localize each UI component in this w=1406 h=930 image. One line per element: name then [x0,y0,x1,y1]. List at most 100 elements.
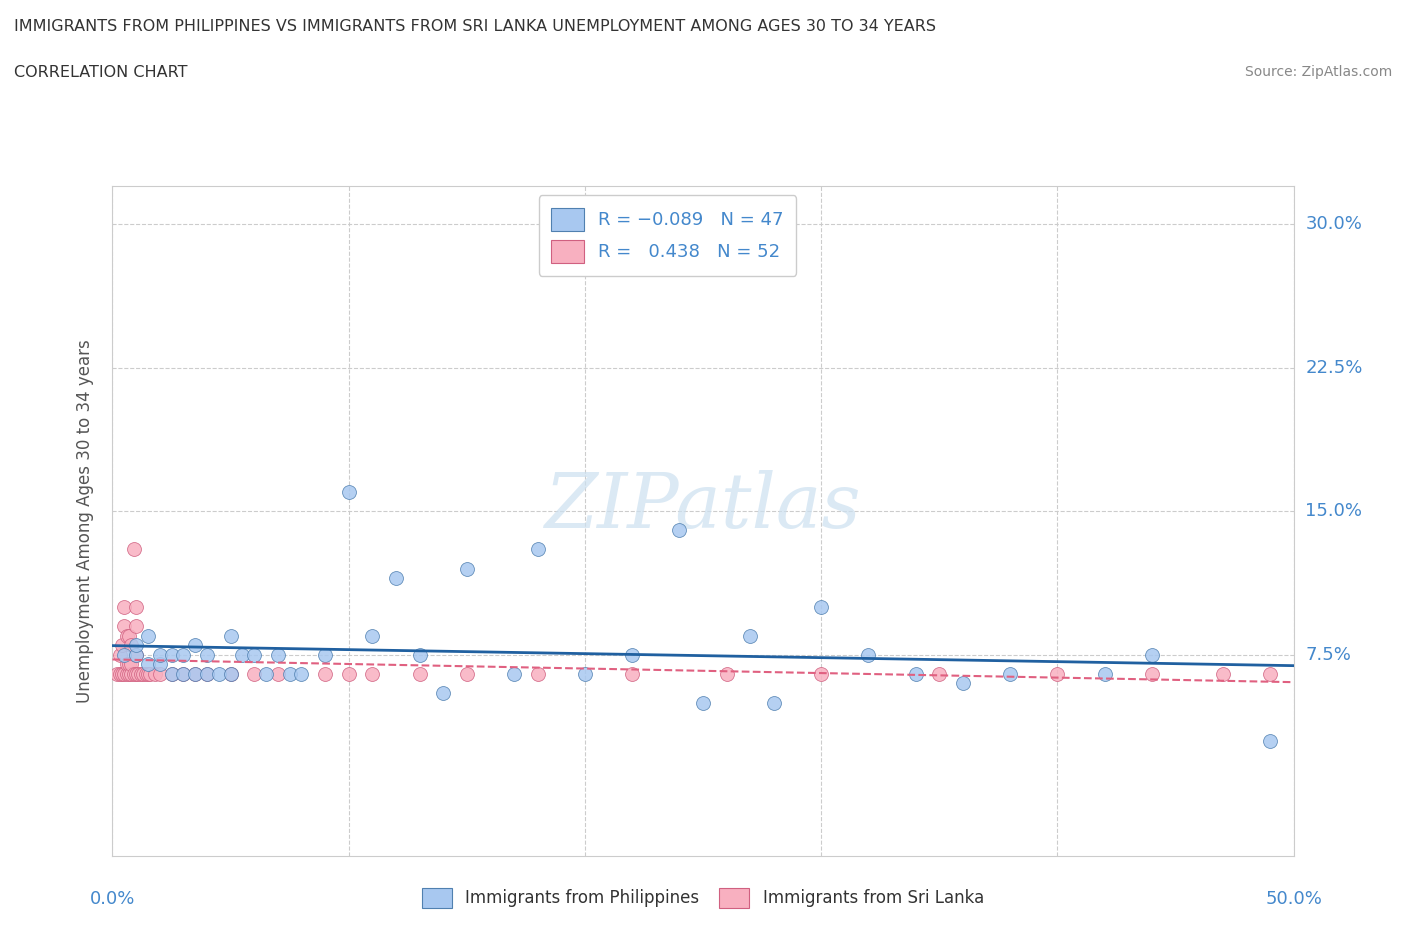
Point [195,667,218,682]
Point [456,667,478,682]
Point [219,628,242,643]
Point [112,618,135,633]
Point [243,647,266,662]
Point [172,667,194,682]
Point [526,542,548,557]
Point [136,657,159,671]
Point [716,667,738,682]
Point [136,667,159,682]
Point [952,676,974,691]
Point [1258,667,1281,682]
Point [361,628,384,643]
Text: 50.0%: 50.0% [1265,890,1322,909]
Point [139,667,162,682]
Point [160,667,183,682]
Point [904,667,927,682]
Point [125,647,148,662]
Point [408,647,430,662]
Point [432,685,454,700]
Point [361,667,384,682]
Point [254,667,277,682]
Point [858,647,880,662]
Text: 30.0%: 30.0% [1305,215,1362,233]
Point [118,628,141,643]
Point [120,638,142,653]
Point [195,647,218,662]
Point [112,647,135,662]
Point [998,667,1021,682]
Point [810,667,832,682]
Point [762,695,785,710]
Point [278,667,301,682]
Point [112,600,135,615]
Point [125,618,148,633]
Point [1212,667,1234,682]
Text: ZIPatlas: ZIPatlas [544,471,862,544]
Point [132,667,155,682]
Point [160,647,183,662]
Point [208,667,231,682]
Point [456,561,478,576]
Point [1258,734,1281,749]
Point [267,647,290,662]
Text: 15.0%: 15.0% [1305,502,1362,520]
Point [108,647,131,662]
Point [408,667,430,682]
Point [143,667,166,682]
Point [118,667,141,682]
Point [692,695,714,710]
Point [668,523,690,538]
Point [184,667,207,682]
Point [136,628,159,643]
Text: 22.5%: 22.5% [1305,359,1362,377]
Point [112,667,135,682]
Point [219,667,242,682]
Point [526,667,548,682]
Point [125,667,148,682]
Point [129,667,152,682]
Point [184,667,207,682]
Text: IMMIGRANTS FROM PHILIPPINES VS IMMIGRANTS FROM SRI LANKA UNEMPLOYMENT AMONG AGES: IMMIGRANTS FROM PHILIPPINES VS IMMIGRANT… [14,19,936,33]
Point [503,667,526,682]
Point [621,647,644,662]
Point [928,667,950,682]
Point [105,667,128,682]
Point [184,638,207,653]
Y-axis label: Unemployment Among Ages 30 to 34 years: Unemployment Among Ages 30 to 34 years [76,339,94,703]
Point [290,667,312,682]
Point [621,667,644,682]
Point [111,667,134,682]
Point [111,638,134,653]
Point [314,647,336,662]
Point [172,647,194,662]
Point [115,657,138,671]
Point [337,667,360,682]
Text: 7.5%: 7.5% [1305,645,1351,664]
Point [1140,667,1163,682]
Point [120,657,142,671]
Point [219,667,242,682]
Point [243,667,266,682]
Point [115,628,138,643]
Point [810,600,832,615]
Point [149,657,172,671]
Point [160,667,183,682]
Point [314,667,336,682]
Point [1140,647,1163,662]
Point [195,667,218,682]
Point [267,667,290,682]
Legend: Immigrants from Philippines, Immigrants from Sri Lanka: Immigrants from Philippines, Immigrants … [415,882,991,914]
Point [118,657,141,671]
Point [122,542,145,557]
Point [108,667,131,682]
Point [135,667,157,682]
Point [231,647,253,662]
Point [172,667,194,682]
Text: 0.0%: 0.0% [90,890,135,909]
Point [740,628,762,643]
Point [1094,667,1116,682]
Text: CORRELATION CHART: CORRELATION CHART [14,65,187,80]
Point [385,571,408,586]
Point [337,485,360,499]
Point [125,638,148,653]
